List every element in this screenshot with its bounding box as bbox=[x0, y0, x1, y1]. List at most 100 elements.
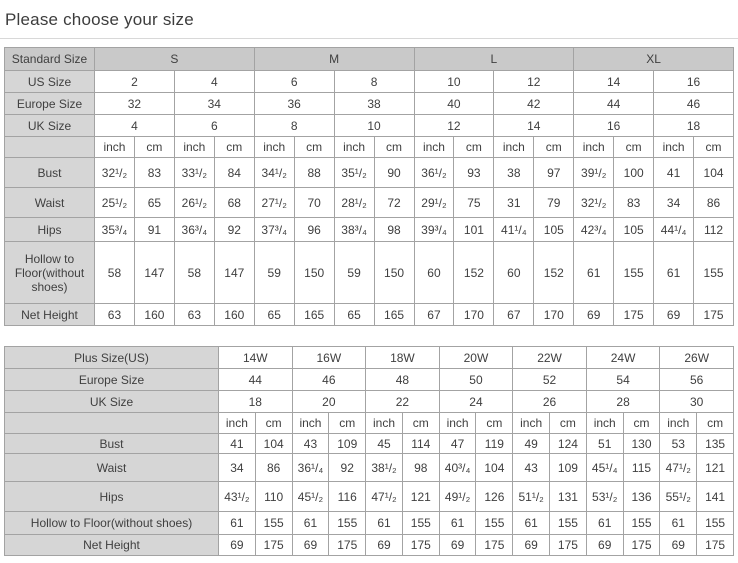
measurement-inch-cell: 49¹/₂ bbox=[438, 481, 477, 512]
measurement-inch-cell: 32¹/₂ bbox=[94, 157, 135, 188]
measurement-label: Net Height bbox=[4, 303, 95, 326]
measurement-inch-cell: 39³/₄ bbox=[413, 217, 455, 242]
size-row-label: Plus Size(US) bbox=[4, 346, 219, 369]
measurement-cm-cell: 101 bbox=[453, 217, 495, 242]
measurement-inch-cell: 58 bbox=[173, 241, 215, 304]
size-value-cell: 14W bbox=[218, 346, 293, 369]
measurement-label: Bust bbox=[4, 433, 219, 454]
measurement-inch-cell: 29¹/₂ bbox=[413, 187, 455, 218]
table-row: Plus Size(US) 14W 16W 18W 20W 22W 24W 26W bbox=[4, 346, 734, 369]
unit-cm-cell: cm bbox=[328, 412, 367, 434]
measurement-cm-cell: 175 bbox=[328, 534, 367, 556]
table-row: Europe Size 44 46 48 50 52 54 56 bbox=[4, 368, 734, 391]
measurement-cm-cell: 150 bbox=[373, 241, 415, 304]
measurement-cm-cell: 155 bbox=[696, 511, 734, 535]
measurement-inch-cell: 63 bbox=[173, 303, 215, 326]
measurement-inch-cell: 61 bbox=[365, 511, 403, 535]
measurement-inch-cell: 44¹/₄ bbox=[653, 217, 695, 242]
measurement-cm-cell: 175 bbox=[549, 534, 587, 556]
measurement-cm-cell: 155 bbox=[328, 511, 367, 535]
measurement-cm-cell: 92 bbox=[213, 217, 255, 242]
table-row: Waist 25¹/₂ 65 26¹/₂ 68 27¹/₂ 70 28¹/₂ 72 29¹/₂ 75… bbox=[4, 187, 734, 218]
measurement-cm-cell: 119 bbox=[475, 433, 514, 454]
measurement-cm-cell: 155 bbox=[401, 511, 440, 535]
measurement-cm-cell: 175 bbox=[475, 534, 514, 556]
size-value-cell: 46 bbox=[653, 92, 734, 115]
table-row: Bust 32¹/₂ 83 33¹/₂ 84 34¹/₂ 88 35¹/₂ 90 36¹/₂ 93 3… bbox=[4, 157, 734, 188]
size-value-cell: 36 bbox=[253, 92, 335, 115]
measurement-inch-cell: 31 bbox=[493, 187, 535, 218]
size-value-cell: 16 bbox=[653, 70, 734, 93]
size-value-cell: 12 bbox=[493, 70, 575, 93]
measurement-inch-cell: 41 bbox=[218, 433, 256, 454]
size-value-cell: 32 bbox=[94, 92, 175, 115]
measurement-cm-cell: 83 bbox=[133, 157, 175, 188]
size-value-cell: 52 bbox=[512, 368, 587, 391]
size-value-cell: 6 bbox=[173, 114, 255, 137]
size-value-cell: 10 bbox=[333, 114, 415, 137]
measurement-cm-cell: 175 bbox=[693, 303, 734, 326]
unit-cm-cell: cm bbox=[373, 136, 415, 158]
group-size-cell: S bbox=[94, 47, 255, 71]
measurement-inch-cell: 47¹/₂ bbox=[659, 453, 698, 482]
measurement-inch-cell: 60 bbox=[493, 241, 535, 304]
unit-inch-cell: inch bbox=[253, 136, 295, 158]
measurement-cm-cell: 136 bbox=[622, 481, 661, 512]
unit-inch-cell: inch bbox=[365, 412, 403, 434]
measurement-label: Bust bbox=[4, 157, 95, 188]
measurement-inch-cell: 35¹/₂ bbox=[333, 157, 375, 188]
measurement-cm-cell: 152 bbox=[453, 241, 495, 304]
measurement-inch-cell: 45¹/₄ bbox=[585, 453, 624, 482]
unit-cm-cell: cm bbox=[475, 412, 514, 434]
measurement-inch-cell: 61 bbox=[585, 511, 624, 535]
measurement-inch-cell: 34 bbox=[653, 187, 695, 218]
size-value-cell: 50 bbox=[438, 368, 514, 391]
size-value-cell: 38 bbox=[333, 92, 415, 115]
measurement-cm-cell: 141 bbox=[696, 481, 734, 512]
measurement-inch-cell: 42³/₄ bbox=[573, 217, 615, 242]
table-row: UK Size 18 20 22 24 26 28 30 bbox=[4, 390, 734, 413]
unit-inch-cell: inch bbox=[94, 136, 135, 158]
unit-cm-cell: cm bbox=[133, 136, 175, 158]
measurement-inch-cell: 61 bbox=[512, 511, 551, 535]
measurement-cm-cell: 83 bbox=[613, 187, 655, 218]
measurement-cm-cell: 114 bbox=[401, 433, 440, 454]
measurement-cm-cell: 100 bbox=[613, 157, 655, 188]
measurement-inch-cell: 61 bbox=[438, 511, 477, 535]
measurement-inch-cell: 69 bbox=[512, 534, 551, 556]
measurement-cm-cell: 93 bbox=[453, 157, 495, 188]
measurement-inch-cell: 36¹/₄ bbox=[291, 453, 330, 482]
measurement-inch-cell: 39¹/₂ bbox=[573, 157, 615, 188]
measurement-cm-cell: 86 bbox=[693, 187, 734, 218]
measurement-cm-cell: 91 bbox=[133, 217, 175, 242]
unit-cm-cell: cm bbox=[622, 412, 661, 434]
measurement-inch-cell: 65 bbox=[253, 303, 295, 326]
measurement-inch-cell: 61 bbox=[218, 511, 256, 535]
measurement-inch-cell: 34 bbox=[218, 453, 256, 482]
size-row-label: UK Size bbox=[4, 390, 219, 413]
measurement-inch-cell: 60 bbox=[413, 241, 455, 304]
size-value-cell: 54 bbox=[585, 368, 661, 391]
measurement-inch-cell: 65 bbox=[333, 303, 375, 326]
measurement-cm-cell: 98 bbox=[373, 217, 415, 242]
measurement-cm-cell: 112 bbox=[693, 217, 734, 242]
measurement-cm-cell: 165 bbox=[373, 303, 415, 326]
table-row: inch cm inch cm inch cm inch cm inch cm inch cm inch… bbox=[4, 412, 734, 434]
size-value-cell: 24 bbox=[438, 390, 514, 413]
measurement-cm-cell: 135 bbox=[696, 433, 734, 454]
measurement-inch-cell: 41 bbox=[653, 157, 695, 188]
measurement-inch-cell: 36³/₄ bbox=[173, 217, 215, 242]
measurement-inch-cell: 61 bbox=[573, 241, 615, 304]
measurement-cm-cell: 72 bbox=[373, 187, 415, 218]
unit-cm-cell: cm bbox=[401, 412, 440, 434]
measurement-cm-cell: 121 bbox=[696, 453, 734, 482]
measurement-inch-cell: 47¹/₂ bbox=[365, 481, 403, 512]
size-value-cell: 8 bbox=[253, 114, 335, 137]
measurement-inch-cell: 59 bbox=[253, 241, 295, 304]
unit-cm-cell: cm bbox=[213, 136, 255, 158]
size-value-cell: 14 bbox=[573, 70, 655, 93]
measurement-inch-cell: 67 bbox=[413, 303, 455, 326]
measurement-inch-cell: 69 bbox=[573, 303, 615, 326]
table-row: Net Height 69 175 69 175 69 175 69 175 69 175 69 175… bbox=[4, 534, 734, 556]
measurement-label: Net Height bbox=[4, 534, 219, 556]
